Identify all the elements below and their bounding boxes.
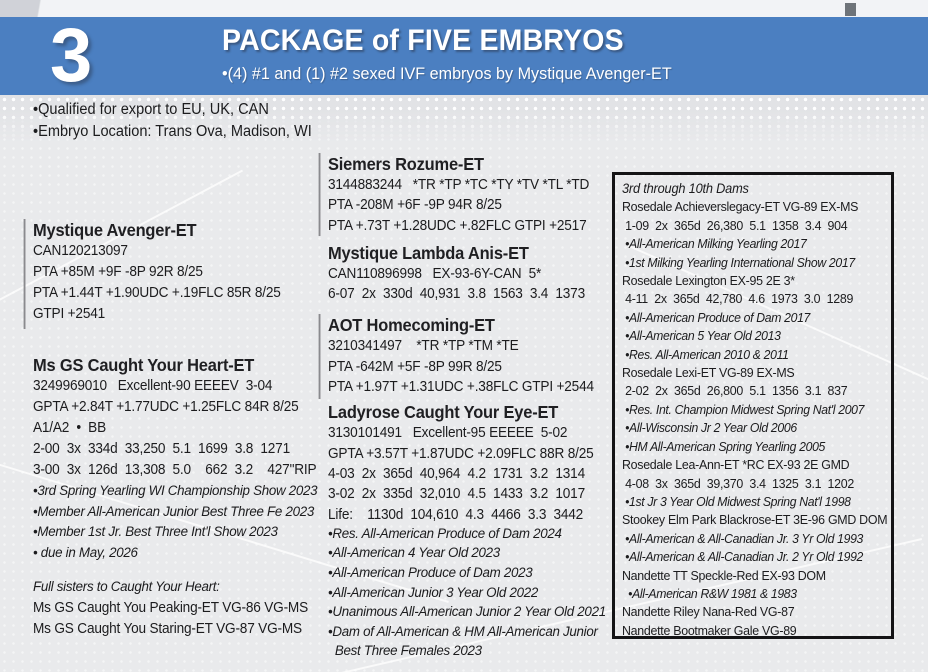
sire-block-aot-homecoming: AOT Homecoming-ET 3210341497 *TR *TP *TM… — [318, 314, 616, 400]
pedigree-line: PTA +1.97T +1.31UDC +.38FLC GTPI +2544 — [328, 379, 594, 396]
award-line: •All-American 4 Year Old 2023 — [328, 545, 500, 562]
column-middle: Siemers Rozume-ET 3144883244 *TR *TP *TC… — [318, 153, 616, 662]
award-line: •All-American Junior 3 Year Old 2022 — [328, 584, 538, 601]
animal-name: Siemers Rozume-ET — [328, 154, 484, 174]
full-sisters-heading: Full sisters to Caught Your Heart: — [33, 579, 220, 595]
award-line: •Member All-American Junior Best Three F… — [33, 503, 315, 520]
award-line: •3rd Spring Yearling WI Championship Sho… — [33, 483, 318, 499]
dam-name: Stookey Elm Park Blackrose-ET 3E-96 GMD … — [622, 512, 888, 528]
pedigree-line: 3249969010 Excellent-90 EEEEV 3-04 — [33, 378, 273, 394]
pedigree-line: GPTA +3.57T +1.87UDC +2.09FLC 88R 8/25 — [328, 445, 594, 462]
sire-block-siemers-rozume: Siemers Rozume-ET 3144883244 *TR *TP *TC… — [318, 153, 616, 236]
award-line: •All-American Produce of Dam 2017 — [622, 309, 811, 325]
pedigree-line: GTPI +2541 — [33, 306, 105, 322]
animal-name: Ladyrose Caught Your Eye-ET — [328, 402, 559, 423]
animal-name: Ms GS Caught Your Heart-ET — [33, 355, 255, 375]
lactation-record: 1-09 2x 365d 26,380 5.1 1358 3.4 904 — [622, 217, 848, 233]
page-title: PACKAGE of FIVE EMBRYOS — [222, 24, 624, 57]
pedigree-line: PTA +85M +9F -8P 92R 8/25 — [33, 264, 203, 280]
pedigree-line: CAN120213097 — [33, 243, 128, 259]
corner-wedge-decor — [0, 0, 150, 17]
header-band: 3 PACKAGE of FIVE EMBRYOS •(4) #1 and (1… — [0, 17, 928, 95]
award-line: •All-American 5 Year Old 2013 — [622, 328, 781, 344]
top-strip — [0, 0, 928, 17]
dam-name: Rosedale Lexington EX-95 2E 3* — [622, 273, 795, 289]
pedigree-line: 3144883244 *TR *TP *TC *TY *TV *TL *TD — [328, 177, 590, 193]
export-note: •Qualified for export to EU, UK, CAN — [33, 101, 269, 118]
dot-pattern-band — [0, 95, 928, 141]
lactation-record: 3-00 3x 126d 13,308 5.0 662 3.2 427"RIP — [33, 462, 317, 478]
lactation-record: 4-11 2x 365d 42,780 4.6 1973 3.0 1289 — [622, 291, 854, 307]
lactation-record: 4-03 2x 365d 40,964 4.2 1731 3.2 1314 — [328, 465, 585, 482]
pedigree-line: 3130101491 Excellent-95 EEEEE 5-02 — [328, 425, 568, 442]
award-line: Best Three Females 2023 — [328, 643, 482, 660]
dams-box: 3rd through 10th Dams Rosedale Achievers… — [612, 172, 894, 639]
lot-number: 3 — [50, 13, 93, 98]
award-line: •HM All-American Spring Yearling 2005 — [622, 438, 826, 454]
header-text: PACKAGE of FIVE EMBRYOS •(4) #1 and (1) … — [222, 24, 906, 84]
sister-line: Ms GS Caught You Staring-ET VG-87 VG-MS — [33, 620, 302, 637]
pedigree-line: GPTA +2.84T +1.77UDC +1.25FLC 84R 8/25 — [33, 399, 299, 415]
dam-block-ladyrose: Ladyrose Caught Your Eye-ET 3130101491 E… — [328, 401, 616, 662]
dam-name: Nandette TT Speckle-Red EX-93 DOM — [622, 567, 826, 583]
page-subtitle: •(4) #1 and (1) #2 sexed IVF embryos by … — [222, 64, 672, 83]
pedigree-line: PTA +.73T +1.28UDC +.82FLC GTPI +2517 — [328, 217, 587, 234]
dam-name: Rosedale Lea-Ann-ET *RC EX-93 2E GMD — [622, 457, 850, 473]
award-line: •All-American Produce of Dam 2023 — [328, 565, 533, 582]
dam-name: Nandette Bootmaker Gale VG-89 — [622, 622, 797, 638]
lactation-record: 6-07 2x 330d 40,931 3.8 1563 3.4 1373 — [328, 286, 585, 303]
dam-name: Rosedale Lexi-ET VG-89 EX-MS — [622, 365, 795, 381]
animal-name: Mystique Lambda Anis-ET — [328, 242, 529, 263]
notes: •Qualified for export to EU, UK, CAN •Em… — [33, 99, 312, 143]
pedigree-line: 3210341497 *TR *TP *TM *TE — [328, 338, 519, 355]
animal-name: Mystique Avenger-ET — [33, 220, 197, 240]
lactation-record: 3-02 2x 335d 32,010 4.5 1433 3.2 1017 — [328, 486, 585, 503]
award-line: •1st Jr 3 Year Old Midwest Spring Nat'l … — [622, 493, 851, 509]
corner-chip-decor — [845, 3, 856, 16]
pedigree-line: CAN110896998 EX-93-6Y-CAN 5* — [328, 265, 542, 282]
dam-block-caught-your-heart: Ms GS Caught Your Heart-ET 3249969010 Ex… — [33, 354, 326, 563]
sister-line: Ms GS Caught You Peaking-ET VG-86 VG-MS — [33, 599, 308, 616]
lactation-record: 4-08 3x 365d 39,370 3.4 1325 3.1 1202 — [622, 475, 854, 491]
award-line: •All-American & All-Canadian Jr. 2 Yr Ol… — [622, 549, 864, 565]
award-line: • due in May, 2026 — [33, 544, 138, 561]
dams-box-content: 3rd through 10th Dams Rosedale Achievers… — [622, 180, 895, 640]
pedigree-line: A1/A2 • BB — [33, 420, 106, 436]
lactation-record: Life: 1130d 104,610 4.3 4466 3.3 3442 — [328, 506, 584, 523]
award-line: •Res. All-American Produce of Dam 2024 — [328, 525, 562, 542]
location-note: •Embryo Location: Trans Ova, Madison, WI — [33, 123, 312, 140]
pedigree-line: PTA -208M +6F -9P 94R 8/25 — [328, 197, 502, 214]
animal-name: AOT Homecoming-ET — [328, 315, 495, 336]
pedigree-line: PTA -642M +5F -8P 99R 8/25 — [328, 358, 502, 375]
pedigree-line: PTA +1.44T +1.90UDC +.19FLC 85R 8/25 — [33, 285, 281, 301]
column-left: Mystique Avenger-ET CAN120213097 PTA +85… — [23, 219, 326, 640]
dam-block-lambda-anis: Mystique Lambda Anis-ET CAN110896998 EX-… — [328, 242, 616, 305]
award-line: •Dam of All-American & HM All-American J… — [328, 623, 598, 640]
dam-name: Rosedale Achieverslegacy-ET VG-89 EX-MS — [622, 199, 859, 215]
award-line: •1st Milking Yearling International Show… — [622, 254, 855, 270]
award-line: •Res. All-American 2010 & 2011 — [622, 346, 789, 362]
award-line: •Member 1st Jr. Best Three Int'l Show 20… — [33, 524, 278, 540]
lactation-record: 2-02 2x 365d 26,800 5.1 1356 3.1 837 — [622, 383, 848, 399]
award-line: •All-American Milking Yearling 2017 — [622, 236, 807, 252]
award-line: •All-American R&W 1981 & 1983 — [622, 585, 797, 601]
dams-box-heading: 3rd through 10th Dams — [622, 181, 749, 196]
award-line: •All-Wisconsin Jr 2 Year Old 2006 — [622, 420, 797, 436]
full-sisters-block: Full sisters to Caught Your Heart: Ms GS… — [33, 577, 326, 640]
sire-block-mystique-avenger: Mystique Avenger-ET CAN120213097 PTA +85… — [23, 219, 327, 329]
award-line: •Unanimous All-American Junior 2 Year Ol… — [328, 604, 606, 621]
award-line: •Res. Int. Champion Midwest Spring Nat'l… — [622, 401, 865, 417]
dam-name: Nandette Riley Nana-Red VG-87 — [622, 604, 795, 620]
award-line: •All-American & All-Canadian Jr. 3 Yr Ol… — [622, 530, 864, 546]
lactation-record: 2-00 3x 334d 33,250 5.1 1699 3.8 1271 — [33, 441, 290, 457]
